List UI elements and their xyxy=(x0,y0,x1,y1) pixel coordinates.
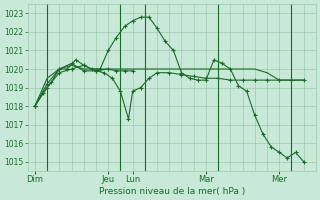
X-axis label: Pression niveau de la mer( hPa ): Pression niveau de la mer( hPa ) xyxy=(99,187,245,196)
